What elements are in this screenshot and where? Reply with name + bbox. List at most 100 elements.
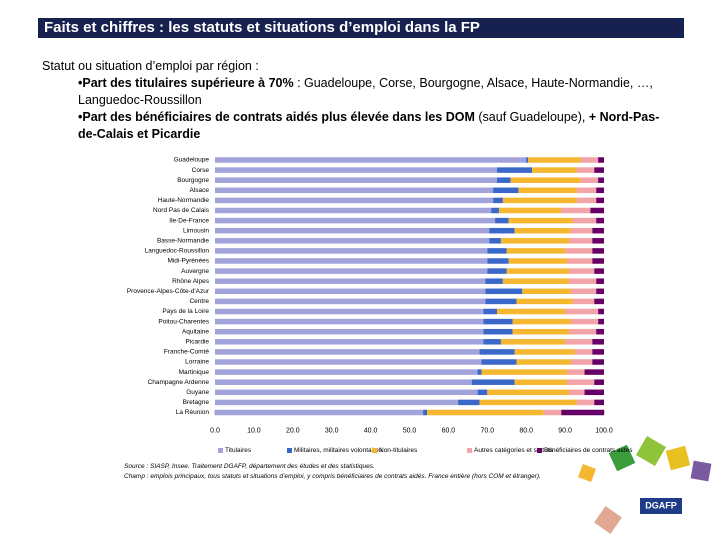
bar-segment [522,288,571,295]
bar-segment [471,379,515,385]
bar-segment [215,288,486,295]
y-tick-label: Auvergne [181,268,209,275]
bar-segment [596,328,604,335]
legend-label: Militaires, militaires volontaires [294,447,383,454]
y-tick-label: Bourgogne [177,177,209,184]
bar-segment [479,399,577,406]
bar-segment [512,318,571,325]
source: Source : SIASP, Insee. Traitement DGAFP,… [124,463,375,470]
decor [635,435,667,467]
bar-segment [427,409,544,416]
bar-segment [215,389,478,396]
bar-segment [567,258,593,264]
bar-segment [215,298,486,305]
bar-segment [561,409,604,416]
bold: •Part des bénéficiaires de contrats aidé… [78,110,475,124]
y-tick-label: Bretagne [183,399,210,406]
bar-segment [481,359,517,365]
legend-swatch [467,448,472,453]
legend-label: Non-titulaires [379,447,418,454]
bar-segment [576,187,597,194]
bar-segment [458,399,480,406]
bar-segment [561,207,591,214]
bar-segment [526,157,529,163]
bar-segment [567,379,595,385]
bar-segment [487,248,507,254]
scope: Champ : emplois principaux, tous statuts… [124,473,541,480]
bar-segment [477,389,488,396]
bar-segment [592,248,604,254]
y-tick-label: Corse [192,167,210,174]
y-tick-label: Limousin [183,227,209,234]
bar-segment [506,248,566,254]
bar-segment [594,399,604,406]
bar-segment [576,399,595,406]
bar-segment [215,308,484,315]
legend-swatch [372,448,377,453]
bar-segment [598,318,604,325]
bar-segment [481,369,568,375]
decor [690,460,712,482]
bar-segment [596,217,604,224]
y-tick-label: Poitou-Charentes [158,318,209,325]
bar-segment [570,227,593,234]
x-tick-label: 90.0 [558,427,572,434]
bar-segment [485,278,503,284]
bar-segment [493,197,503,204]
legend-swatch [287,448,292,453]
y-tick-label: Centre [189,298,209,305]
bar-segment [598,177,604,183]
bar-segment [485,288,523,295]
bar-segment [592,227,604,234]
bar-segment [491,207,499,214]
bar-segment [596,288,604,295]
bar-segment [215,217,496,224]
bar-segment [592,349,604,355]
bar-segment [570,288,597,295]
text: (sauf Guadeloupe), [474,110,589,124]
bar-segment [584,389,604,396]
x-tick-label: 20.0 [286,427,300,434]
bar-segment [215,278,486,284]
bar-segment [598,308,604,315]
bar-segment [483,339,501,345]
bar-segment [508,217,573,224]
legend-label: Bénéficiaires de contrats aidés [544,447,633,454]
bar-segment [215,248,488,254]
decor [665,445,691,471]
bar-segment [489,227,515,234]
bar-segment [215,318,484,325]
y-tick-label: Aquitaine [182,328,209,335]
legend-swatch [537,448,542,453]
bar-segment [594,298,604,305]
bar-segment [508,258,568,264]
bar-segment [483,308,498,315]
bar-segment [516,298,573,305]
bar-segment [498,207,562,214]
bar-segment [592,258,604,264]
bar-segment [570,359,593,365]
bar-segment [572,217,597,224]
bar-segment [215,258,488,264]
bar-segment [572,298,595,305]
bold: •Part des titulaires supérieure à 70% [78,76,294,90]
bar-segment [596,278,604,284]
bar-segment [568,328,597,335]
x-tick-label: 70.0 [480,427,494,434]
heading: Statut ou situation d’emploi par région … [42,59,259,73]
bar-segment [215,227,490,234]
y-tick-label: Rhône Alpes [172,278,210,285]
bar-segment [567,369,585,375]
y-tick-label: Alsace [189,187,209,194]
bar-segment [493,187,519,194]
bar-segment [483,328,513,335]
x-tick-label: 0.0 [210,427,220,434]
bar-segment [592,359,604,365]
bar-segment [596,197,604,204]
legend-swatch [218,448,223,453]
x-tick-label: 50.0 [403,427,417,434]
bar-segment [514,227,571,234]
y-tick-label: Picardie [186,339,210,346]
legend-label: Titulaires [225,447,252,454]
